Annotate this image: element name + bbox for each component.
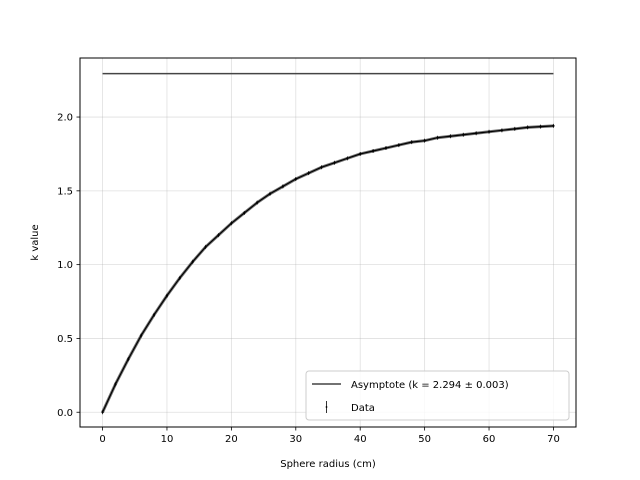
data-point [140, 334, 143, 337]
y-tick-label: 0.0 [57, 408, 73, 419]
data-point [436, 136, 439, 139]
data-point [243, 211, 246, 215]
x-tick-label: 10 [161, 434, 174, 445]
data-point [191, 260, 194, 263]
legend: Asymptote (k = 2.294 ± 0.003) Data [305, 370, 570, 421]
data-point [526, 126, 529, 129]
data-point [423, 139, 426, 142]
data-point [101, 411, 104, 414]
data-point [294, 177, 297, 181]
legend-box [305, 370, 570, 421]
plot-area [80, 58, 576, 427]
data-point [307, 172, 310, 175]
x-tick-label: 70 [547, 434, 560, 445]
data-series [101, 123, 555, 415]
x-tick-label: 20 [225, 434, 238, 445]
data-point [114, 383, 117, 386]
data-point [333, 161, 336, 164]
legend-label-asymptote: Asymptote (k = 2.294 ± 0.003) [351, 380, 509, 391]
x-tick-label: 60 [483, 434, 496, 445]
plot-frame [79, 57, 577, 428]
x-tick-label: 40 [354, 434, 367, 445]
data-point [475, 132, 478, 135]
data-point [230, 222, 233, 225]
data-point [346, 157, 349, 160]
data-point [462, 133, 465, 136]
series-layer [101, 72, 555, 415]
legend-label-data: Data [351, 403, 375, 414]
data-point [449, 135, 452, 138]
data-point [371, 149, 375, 153]
data-point [178, 276, 181, 280]
y-axis-title: k value [30, 224, 41, 260]
y-tick-label: 0.5 [57, 334, 73, 345]
data-point [165, 294, 169, 297]
data-point [359, 152, 362, 156]
data-point [384, 146, 388, 150]
grid [80, 58, 576, 427]
y-tick-label: 1.5 [57, 186, 73, 197]
legend-swatch-data [325, 401, 328, 413]
data-point [217, 234, 220, 237]
data-point [487, 130, 491, 133]
data-point [397, 143, 400, 147]
x-tick-label: 0 [99, 434, 105, 445]
x-tick-label: 30 [289, 434, 302, 445]
data-point [539, 125, 542, 128]
data-point [320, 166, 323, 169]
data-point [410, 141, 413, 144]
x-axis-title: Sphere radius (cm) [280, 459, 376, 470]
ticks: 0 10 20 30 40 50 60 70 0.0 0.5 1.0 1.5 2.0 [57, 113, 560, 445]
data-point [204, 245, 207, 249]
data-point [152, 313, 156, 316]
data-point [127, 358, 130, 361]
data-line [102, 125, 554, 413]
x-tick-label: 50 [418, 434, 431, 445]
data-point [256, 201, 259, 204]
data-point [281, 185, 285, 188]
data-point [500, 129, 504, 132]
y-tick-label: 2.0 [57, 113, 73, 124]
data-point [552, 124, 555, 127]
data-point [513, 127, 516, 130]
y-tick-label: 1.0 [57, 260, 73, 271]
data-point [268, 192, 272, 195]
